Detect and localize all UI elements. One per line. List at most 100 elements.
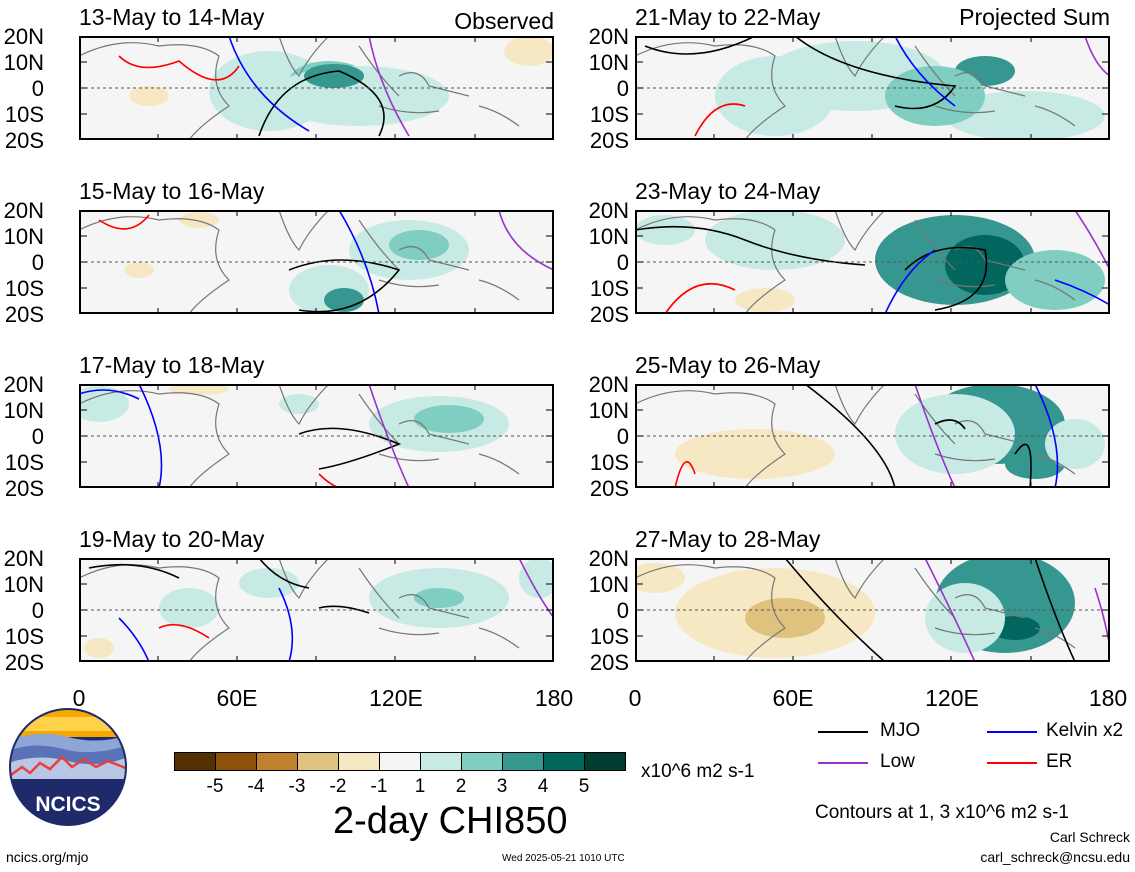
- wave-contour: [98, 214, 150, 230]
- lat-label-0-r4: 0: [31, 598, 44, 623]
- lat-label-0-r3: 0: [31, 424, 44, 449]
- wave-contour: [1034, 384, 1059, 488]
- anomaly-shading: [504, 36, 554, 66]
- lat-label-10s-r4: 10S: [4, 624, 44, 649]
- lon-label-0-left: 0: [72, 685, 86, 711]
- wave-contour: [258, 558, 310, 589]
- map-frame: [635, 210, 1110, 314]
- lat-label-20s-r1: 20S: [4, 128, 44, 153]
- lat-label-0-r1: 0: [31, 76, 44, 101]
- anomaly-shading: [895, 394, 1015, 474]
- lat-label-0-r2: 0: [31, 250, 44, 275]
- legend-er-label: ER: [1046, 751, 1073, 772]
- coastline: [79, 384, 520, 488]
- anomaly-shading: [169, 384, 229, 395]
- legend-low-line: [818, 762, 868, 764]
- colorbar-tick: 3: [496, 776, 508, 797]
- lat-label-0-r1b: 0: [616, 76, 629, 101]
- lat-label-0-r3b: 0: [616, 424, 629, 449]
- panel-title-3: 17-May to 18-May: [79, 352, 265, 378]
- wave-contour: [368, 36, 410, 137]
- panel-title-4: 19-May to 20-May: [79, 526, 265, 552]
- anomaly-shading: [635, 215, 695, 245]
- panel-label-observed: Observed: [454, 8, 554, 34]
- anomaly-shading: [675, 429, 835, 479]
- coastline: [79, 558, 520, 662]
- lat-label-10s-r2: 10S: [4, 276, 44, 301]
- colorbar: [174, 752, 626, 771]
- wave-contour: [1034, 558, 1076, 662]
- wave-contour: [694, 103, 746, 137]
- map-panel-5: [635, 36, 1110, 140]
- lat-label-20n-r4: 20N: [3, 546, 44, 571]
- colorbar-tick: -1: [370, 776, 388, 797]
- legend-low-label: Low: [880, 751, 915, 772]
- contour-note: Contours at 1, 3 x10^6 m2 s-1: [815, 802, 1069, 823]
- colorbar-tick: 2: [455, 776, 467, 797]
- lon-label-120e-left: 120E: [369, 685, 423, 711]
- colorbar-swatch: [380, 753, 421, 770]
- ncics-logo: NCICS: [9, 708, 127, 826]
- colorbar-swatch: [585, 753, 625, 770]
- lat-label-10s-r3b: 10S: [589, 450, 629, 475]
- colorbar-swatch: [339, 753, 380, 770]
- map-panel-3: [79, 384, 554, 488]
- colorbar-swatch: [175, 753, 216, 770]
- map-panel-1: [79, 36, 554, 140]
- colorbar-swatch: [503, 753, 544, 770]
- legend-mjo-line: [818, 731, 868, 733]
- wave-contour: [1014, 443, 1032, 488]
- lat-label-10s-r3: 10S: [4, 450, 44, 475]
- lon-label-120e-right: 120E: [925, 685, 979, 711]
- wave-contour: [118, 55, 240, 81]
- anomaly-shading: [239, 568, 299, 598]
- colorbar-swatch: [421, 753, 462, 770]
- wave-contour: [934, 419, 966, 430]
- wave-contour: [894, 36, 956, 107]
- lat-label-20s-r3: 20S: [4, 476, 44, 501]
- map-panel-6: [635, 210, 1110, 314]
- wave-contour: [79, 389, 140, 400]
- wave-contour: [1074, 210, 1110, 271]
- wave-contour: [784, 558, 886, 662]
- lat-label-0-r2b: 0: [616, 250, 629, 275]
- wave-contour: [794, 36, 957, 110]
- site-link[interactable]: ncics.org/mjo: [6, 849, 89, 865]
- anomaly-shading: [735, 288, 795, 312]
- lat-label-20n-r1b: 20N: [588, 24, 629, 49]
- logo-text: NCICS: [35, 793, 100, 816]
- lat-label-20s-r1b: 20S: [589, 128, 629, 153]
- lat-label-0-r4b: 0: [616, 598, 629, 623]
- colorbar-tick: -2: [329, 776, 347, 797]
- legend-kelvin-label: Kelvin x2: [1046, 720, 1124, 741]
- map-frame: [79, 384, 554, 488]
- author-email: carl_schreck@ncsu.edu: [980, 849, 1130, 865]
- panel-title-5: 21-May to 22-May: [635, 4, 821, 30]
- panel-title-7: 25-May to 26-May: [635, 352, 821, 378]
- lat-label-10s-r1: 10S: [4, 102, 44, 127]
- map-panel-7: [635, 384, 1110, 488]
- lat-label-10n-r3: 10N: [3, 398, 44, 423]
- map-panel-8: [635, 558, 1110, 662]
- coastline: [635, 36, 1076, 140]
- anomaly-shading: [925, 583, 1005, 653]
- map-frame: [635, 558, 1110, 662]
- anomaly-shading: [79, 386, 129, 422]
- lat-label-20n-r2b: 20N: [588, 198, 629, 223]
- wave-contour: [664, 282, 736, 314]
- anomaly-shading: [945, 91, 1105, 140]
- anomaly-shading: [124, 262, 154, 278]
- colorbar-tick: 5: [578, 776, 590, 797]
- map-frame: [635, 384, 1110, 488]
- wave-contour: [138, 384, 163, 488]
- main-title: 2-day CHI850: [333, 800, 568, 842]
- colorbar-tick: -5: [206, 776, 224, 797]
- wave-contour: [88, 563, 180, 579]
- wave-contour: [644, 36, 756, 55]
- lat-label-10n-r2: 10N: [3, 224, 44, 249]
- lat-label-10n-r4b: 10N: [588, 572, 629, 597]
- anomaly-shading: [519, 558, 554, 598]
- wave-contour: [635, 225, 866, 266]
- wave-contour: [278, 587, 294, 662]
- wave-contour: [298, 427, 402, 470]
